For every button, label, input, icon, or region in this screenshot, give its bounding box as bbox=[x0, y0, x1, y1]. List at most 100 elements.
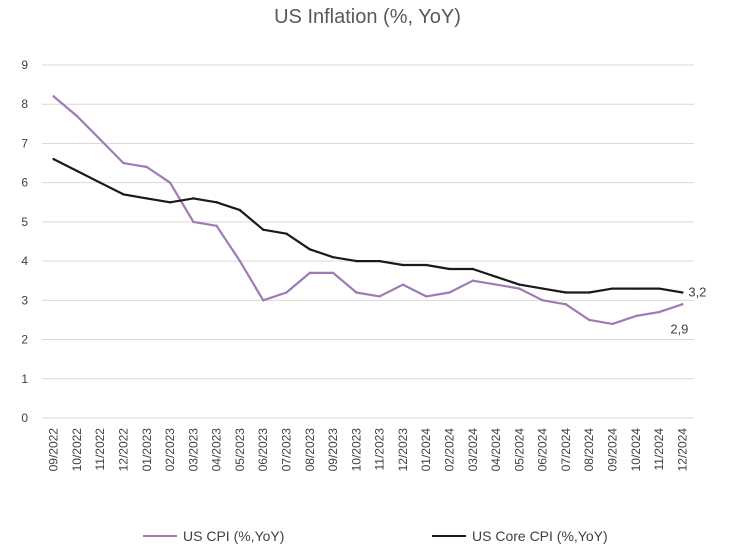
data-point bbox=[657, 287, 661, 290]
data-point bbox=[681, 303, 684, 306]
data-point bbox=[238, 208, 242, 212]
data-point bbox=[331, 255, 335, 259]
data-label-us-core-cpi-last: 3,2 bbox=[688, 284, 706, 299]
series-line-us-core-cpi[interactable] bbox=[53, 158, 683, 294]
data-point bbox=[192, 197, 195, 200]
data-point bbox=[331, 271, 335, 275]
data-point bbox=[634, 287, 637, 290]
x-tick-label: 10/2024 bbox=[629, 428, 643, 472]
x-tick-label: 08/2024 bbox=[582, 428, 596, 472]
data-point bbox=[192, 220, 195, 224]
legend-item-us-core-cpi[interactable]: US Core CPI (%,YoY) bbox=[432, 528, 608, 544]
x-tick-label: 08/2023 bbox=[303, 428, 317, 472]
x-tick-label: 04/2024 bbox=[489, 428, 503, 472]
legend: US CPI (%,YoY) US Core CPI (%,YoY) bbox=[0, 528, 735, 550]
data-point bbox=[168, 181, 172, 184]
data-point bbox=[681, 291, 684, 294]
y-tick-label: 5 bbox=[21, 215, 28, 229]
gridlines bbox=[42, 64, 694, 419]
x-tick-label: 12/2024 bbox=[675, 428, 689, 472]
y-tick-label: 9 bbox=[21, 58, 28, 72]
data-point bbox=[541, 299, 544, 302]
data-point bbox=[145, 197, 148, 200]
data-point bbox=[541, 287, 544, 290]
x-axis-ticks: 09/2022 10/2022 11/2022 12/2022 01/2023 02/20… bbox=[47, 428, 690, 472]
data-point bbox=[378, 295, 381, 298]
x-tick-label: 10/2023 bbox=[349, 428, 363, 472]
data-point bbox=[588, 291, 591, 294]
data-point bbox=[122, 161, 125, 165]
data-point bbox=[401, 263, 405, 267]
data-point bbox=[99, 181, 102, 184]
legend-swatch-us-cpi bbox=[143, 535, 177, 537]
data-labels: 2,9 3,2 bbox=[670, 284, 706, 336]
data-point bbox=[611, 322, 614, 326]
x-tick-label: 07/2023 bbox=[280, 428, 294, 472]
data-point bbox=[425, 263, 428, 267]
x-tick-label: 12/2023 bbox=[396, 428, 410, 472]
data-point bbox=[355, 291, 358, 294]
x-tick-label: 02/2024 bbox=[443, 428, 457, 472]
x-tick-label: 09/2024 bbox=[606, 428, 620, 472]
data-point bbox=[285, 291, 288, 294]
series-line-us-cpi[interactable] bbox=[52, 95, 683, 325]
x-tick-label: 11/2024 bbox=[652, 428, 666, 471]
y-axis-ticks: 0 1 2 3 4 5 6 7 8 9 bbox=[21, 58, 28, 425]
y-tick-label: 7 bbox=[21, 136, 28, 150]
data-point bbox=[145, 165, 148, 169]
data-point bbox=[262, 228, 265, 231]
data-point bbox=[611, 287, 614, 290]
y-tick-label: 0 bbox=[21, 411, 28, 425]
legend-label-us-core-cpi: US Core CPI (%,YoY) bbox=[472, 528, 608, 544]
legend-item-us-cpi[interactable]: US CPI (%,YoY) bbox=[143, 528, 284, 544]
data-point bbox=[425, 295, 428, 298]
x-tick-label: 09/2022 bbox=[47, 428, 61, 472]
data-point bbox=[401, 283, 405, 286]
data-point bbox=[52, 157, 55, 161]
y-tick-label: 2 bbox=[21, 333, 28, 347]
data-point bbox=[52, 95, 55, 98]
data-point bbox=[168, 201, 172, 204]
x-tick-label: 09/2023 bbox=[326, 428, 340, 472]
data-point bbox=[122, 193, 125, 196]
y-tick-label: 3 bbox=[21, 293, 28, 307]
data-point bbox=[355, 259, 358, 263]
legend-swatch-us-core-cpi bbox=[432, 535, 466, 537]
data-point bbox=[471, 279, 474, 282]
y-tick-label: 8 bbox=[21, 97, 28, 111]
data-point bbox=[215, 224, 218, 228]
x-tick-label: 04/2023 bbox=[210, 428, 224, 472]
data-point bbox=[448, 291, 451, 294]
data-point bbox=[494, 275, 498, 278]
data-point bbox=[448, 267, 451, 271]
y-tick-label: 6 bbox=[21, 176, 28, 190]
x-tick-label: 03/2024 bbox=[466, 428, 480, 472]
x-tick-label: 12/2022 bbox=[117, 428, 131, 472]
data-point bbox=[518, 283, 521, 286]
x-tick-label: 05/2024 bbox=[512, 428, 526, 472]
data-point bbox=[308, 271, 311, 275]
data-point bbox=[494, 283, 498, 286]
data-point bbox=[75, 114, 79, 118]
x-tick-label: 11/2022 bbox=[93, 428, 107, 471]
legend-label-us-cpi: US CPI (%,YoY) bbox=[183, 528, 285, 544]
data-point bbox=[564, 303, 568, 306]
data-point bbox=[308, 248, 311, 251]
x-tick-label: 06/2023 bbox=[256, 428, 270, 472]
data-point bbox=[634, 314, 637, 318]
data-point bbox=[588, 318, 591, 322]
data-point bbox=[378, 259, 381, 263]
x-tick-label: 02/2023 bbox=[163, 428, 177, 472]
data-point bbox=[262, 299, 265, 302]
data-point bbox=[518, 287, 521, 290]
x-tick-label: 03/2023 bbox=[186, 428, 200, 472]
y-tick-label: 4 bbox=[21, 254, 28, 268]
x-tick-label: 07/2024 bbox=[559, 428, 573, 472]
y-tick-label: 1 bbox=[21, 372, 28, 386]
x-tick-label: 01/2024 bbox=[419, 428, 433, 472]
x-tick-label: 05/2023 bbox=[233, 428, 247, 472]
data-point bbox=[215, 201, 218, 204]
data-point bbox=[657, 310, 661, 314]
data-point bbox=[99, 138, 102, 141]
